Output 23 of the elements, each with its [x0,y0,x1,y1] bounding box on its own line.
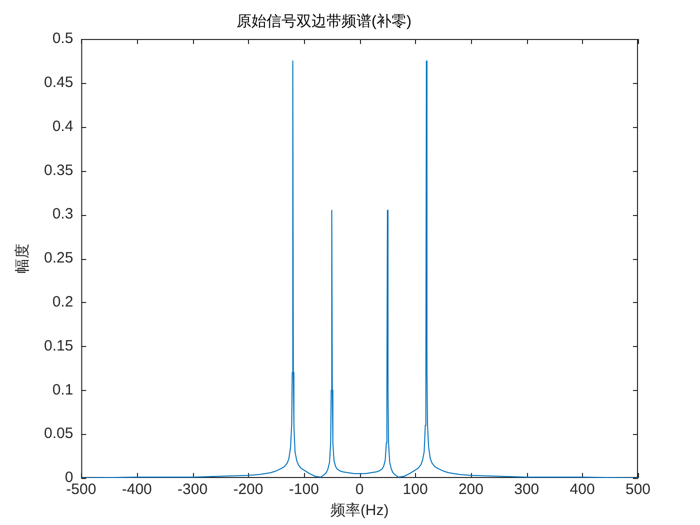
x-axis-title: 频率(Hz) [330,502,389,520]
y-tick-label: 0.2 [52,294,74,311]
y-tick-label: 0.25 [44,250,74,267]
x-tick-label: -100 [288,481,319,498]
x-tick-label: 0 [355,481,364,498]
x-tick-label: -400 [122,481,152,498]
y-tick-label: 0.05 [44,425,74,442]
x-tick-label: 100 [402,481,428,498]
y-tick-label: 0.45 [44,74,74,92]
y-tick-label: 0.1 [52,381,74,398]
y-tick-label: 0.35 [44,162,74,179]
y-tick-label: 0.15 [44,337,74,354]
x-tick-label: -200 [233,481,264,498]
y-tick-label: 0.5 [52,30,74,48]
y-axis-title: 幅度 [14,244,32,274]
x-tick-label: -300 [178,481,208,498]
y-tick-label: 0.4 [52,118,74,135]
x-tick-label: 500 [625,481,651,498]
x-tick-label: 400 [570,481,595,498]
chart-title: 原始信号双边带频谱(补零) [236,13,412,30]
x-tick-label: 300 [514,481,540,498]
y-tick-label: 0.3 [52,206,74,223]
x-tick-label: 200 [458,481,484,498]
